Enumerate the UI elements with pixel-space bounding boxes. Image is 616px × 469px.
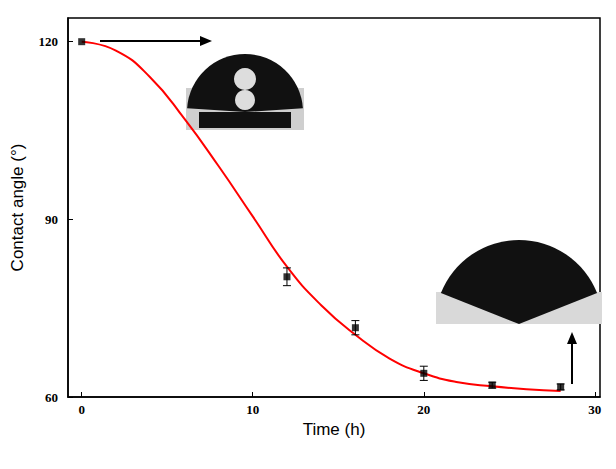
svg-text:120: 120 [39, 34, 59, 49]
svg-text:60: 60 [45, 390, 58, 405]
svg-text:0: 0 [78, 402, 85, 417]
svg-text:10: 10 [246, 402, 259, 417]
svg-text:90: 90 [45, 212, 58, 227]
svg-text:30: 30 [588, 402, 601, 417]
svg-text:20: 20 [417, 402, 430, 417]
svg-text:Contact angle (°): Contact angle (°) [8, 144, 27, 272]
svg-text:Time (h): Time (h) [303, 420, 366, 439]
